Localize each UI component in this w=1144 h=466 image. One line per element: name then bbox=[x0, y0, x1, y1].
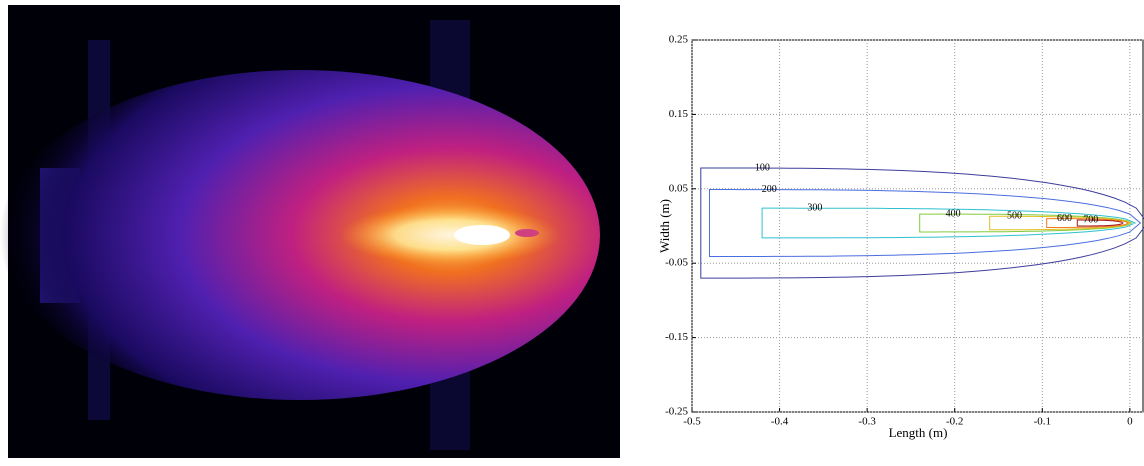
contour-label: 400 bbox=[946, 208, 961, 219]
contour-label: 500 bbox=[1007, 211, 1022, 222]
contour-label: 200 bbox=[762, 184, 777, 195]
contour-label: 100 bbox=[755, 162, 770, 173]
contour-label: 700 bbox=[1083, 214, 1098, 225]
y-tick-label: 0.25 bbox=[669, 34, 689, 46]
hot-spot bbox=[454, 225, 510, 245]
hot-spot-small bbox=[515, 229, 539, 237]
plot-area bbox=[692, 40, 1143, 412]
y-tick-label: -0.05 bbox=[665, 257, 688, 269]
y-tick-label: -0.25 bbox=[665, 406, 688, 418]
x-axis-label: Length (m) bbox=[889, 425, 948, 440]
y-axis-label: Width (m) bbox=[657, 199, 672, 253]
y-tick-label: -0.15 bbox=[665, 331, 688, 343]
x-tick-label: -0.4 bbox=[771, 416, 789, 428]
x-tick-label: -0.1 bbox=[1034, 416, 1051, 428]
contour-label: 300 bbox=[807, 202, 822, 213]
x-tick-label: -0.2 bbox=[946, 416, 963, 428]
y-tick-label: 0.15 bbox=[669, 108, 689, 120]
x-tick-label: 0 bbox=[1127, 416, 1133, 428]
thermal-image bbox=[0, 5, 620, 458]
contour-label: 600 bbox=[1057, 213, 1072, 224]
figure: Length (m) Width (m) -0.5-0.4-0.3-0.2-0.… bbox=[0, 0, 1144, 461]
page: Length (m) Width (m) -0.5-0.4-0.3-0.2-0.… bbox=[0, 0, 1144, 461]
contour-plot: Length (m) Width (m) -0.5-0.4-0.3-0.2-0.… bbox=[657, 34, 1144, 440]
y-tick-label: 0.05 bbox=[669, 182, 689, 194]
x-tick-label: -0.3 bbox=[858, 416, 876, 428]
